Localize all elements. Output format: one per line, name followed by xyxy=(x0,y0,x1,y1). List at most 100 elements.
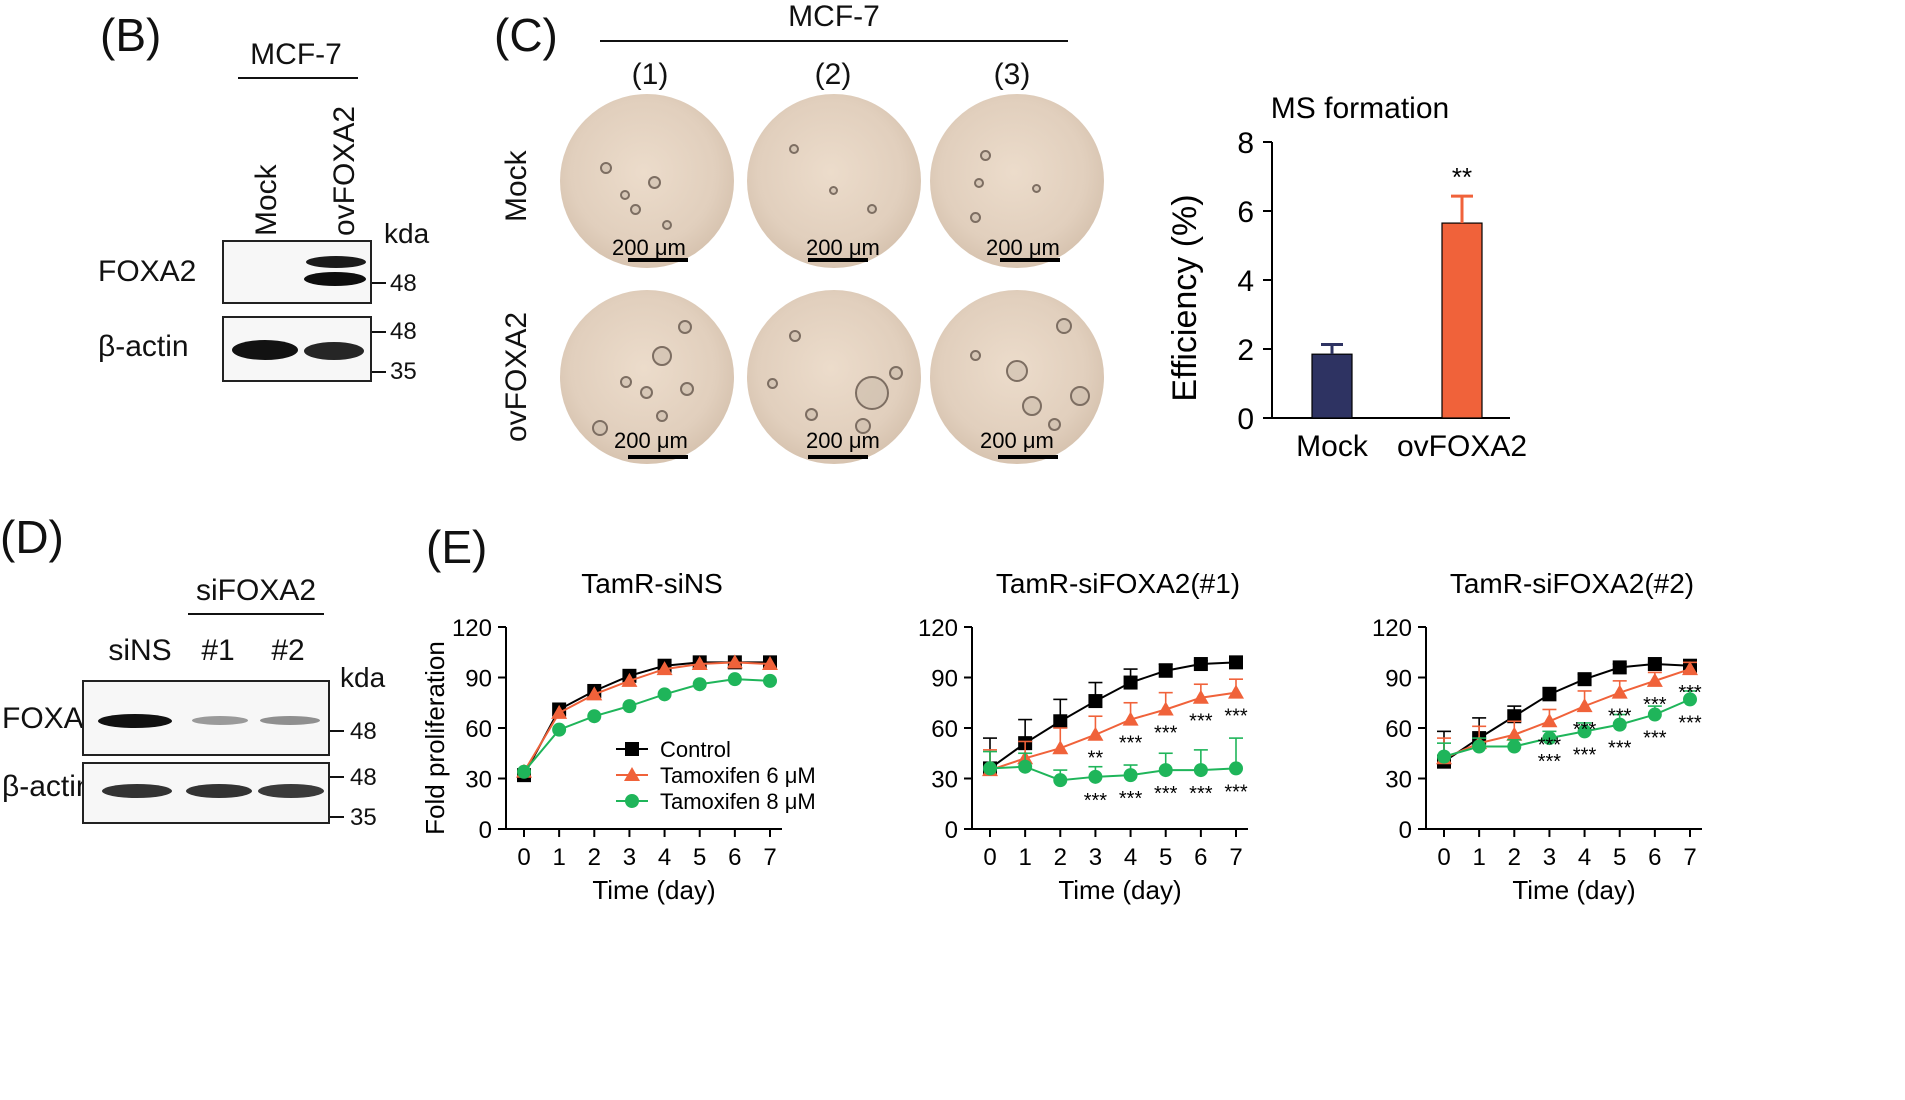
series-point xyxy=(1577,724,1592,739)
line-x-tick-label: 3 xyxy=(1543,844,1556,871)
line-y-tick-label: 120 xyxy=(452,615,492,642)
line-x-tick-label: 5 xyxy=(1613,844,1626,871)
sig-mark-tam8: *** xyxy=(1119,788,1143,810)
series-point xyxy=(1229,655,1243,670)
legend-marker xyxy=(625,742,639,756)
line-y-tick-label: 30 xyxy=(465,767,492,794)
scale-bar xyxy=(808,455,868,459)
panel-b-marker-48a: 48 xyxy=(390,270,417,297)
panel-d-lane-2: #2 xyxy=(271,634,305,667)
ov-dish-1 xyxy=(560,290,734,464)
panel-d-label: (D) xyxy=(0,511,64,563)
series-point xyxy=(692,677,707,692)
line-x-tick-label: 6 xyxy=(1194,844,1207,871)
line-x-tick-label: 4 xyxy=(658,844,671,871)
series-point xyxy=(1541,713,1558,728)
series-point xyxy=(1193,657,1208,672)
line-y-tick-label: 90 xyxy=(931,666,958,693)
series-point xyxy=(1611,684,1628,699)
series-point xyxy=(763,673,777,688)
bar-chart-ylabel: Efficiency (%) xyxy=(1166,194,1204,401)
line-chart-title: TamR-siFOXA2(#2) xyxy=(1450,568,1694,599)
panel-c-cell-line-rule xyxy=(600,40,1068,42)
panel-d-marker-tick xyxy=(330,816,344,818)
series-point xyxy=(1158,763,1173,778)
series-point xyxy=(1683,692,1697,707)
bar-category-label: ovFOXA2 xyxy=(1397,430,1527,463)
sig-mark-tam8: *** xyxy=(1224,781,1248,803)
series-point xyxy=(1053,714,1068,729)
line-y-tick-label: 0 xyxy=(945,817,958,844)
sig-mark-tam6: *** xyxy=(1608,706,1632,728)
panel-c-replicate-2: (2) xyxy=(814,58,852,91)
line-x-tick-label: 3 xyxy=(623,844,636,871)
actin-band-si2 xyxy=(258,784,324,798)
actin-band-sins xyxy=(102,784,172,798)
panel-b-marker-tick xyxy=(372,371,386,373)
line-x-tick-label: 6 xyxy=(1648,844,1661,871)
panel-c-label: (C) xyxy=(494,9,558,61)
line-chart-title: TamR-siNS xyxy=(581,568,723,599)
panel-d-actin-blot xyxy=(82,762,330,824)
bar-y-tick-label: 6 xyxy=(1237,196,1254,229)
series-point xyxy=(1122,711,1139,726)
series-point xyxy=(1577,672,1592,687)
foxa2-band-lower xyxy=(304,272,366,286)
series-point xyxy=(1158,663,1173,678)
line-y-tick-label: 60 xyxy=(465,716,492,743)
line-x-tick-label: 4 xyxy=(1124,844,1137,871)
series-point xyxy=(1472,739,1487,754)
sig-mark-tam6: *** xyxy=(1189,711,1213,733)
series-point xyxy=(551,704,568,719)
foxa2-band-sins xyxy=(98,714,172,728)
series-point xyxy=(517,764,531,779)
sig-mark-tam6: *** xyxy=(1154,722,1178,744)
actin-band-ov xyxy=(304,342,364,360)
bar-y-tick-label: 2 xyxy=(1237,334,1254,367)
line-y-tick-label: 120 xyxy=(1372,615,1412,642)
actin-band-si1 xyxy=(186,784,252,798)
line-x-tick-label: 1 xyxy=(1018,844,1031,871)
panel-c-cell-line: MCF-7 xyxy=(788,0,880,33)
series-point xyxy=(656,661,673,676)
line-y-tick-label: 90 xyxy=(465,666,492,693)
line-y-tick-label: 0 xyxy=(479,817,492,844)
series-point xyxy=(1229,761,1243,776)
panel-b-cell-line: MCF-7 xyxy=(250,38,342,71)
panel-b-marker-tick xyxy=(372,331,386,333)
series-point xyxy=(1612,660,1627,675)
series-point xyxy=(1542,731,1557,746)
panel-b-cell-line-rule xyxy=(238,77,358,79)
panel-b-foxa2-label: FOXA2 xyxy=(98,255,197,288)
series-point xyxy=(1647,707,1662,722)
line-chart-title: TamR-siFOXA2(#1) xyxy=(996,568,1240,599)
mock-dish-2 xyxy=(747,94,921,268)
mock-dish-1 xyxy=(560,94,734,268)
line-x-tick-label: 2 xyxy=(1508,844,1521,871)
series-line xyxy=(1443,668,1691,760)
line-x-tick-label: 0 xyxy=(1437,844,1450,871)
sig-mark-tam8: *** xyxy=(1154,783,1178,805)
series-point xyxy=(1506,726,1523,741)
line-x-tick-label: 1 xyxy=(552,844,565,871)
series-point xyxy=(1193,763,1208,778)
scale-label: 200 μm xyxy=(806,428,880,453)
panel-c-row-mock: Mock xyxy=(500,150,533,222)
panel-b-marker-48b: 48 xyxy=(390,318,417,345)
line-x-tick-label: 2 xyxy=(588,844,601,871)
series-point xyxy=(983,761,997,776)
line-y-tick-label: 120 xyxy=(918,615,958,642)
sig-mark-tam8: *** xyxy=(1608,738,1632,760)
panel-c-replicate-1: (1) xyxy=(631,58,669,91)
panel-b-foxa2-blot xyxy=(222,240,372,304)
series-point xyxy=(1088,769,1103,784)
sig-mark-tam8: *** xyxy=(1643,728,1667,750)
panel-d-marker-tick xyxy=(330,776,344,778)
scale-label: 200 μm xyxy=(806,235,880,260)
series-point xyxy=(1647,657,1662,672)
bar-y-tick-label: 8 xyxy=(1237,127,1254,160)
series-point xyxy=(1576,698,1593,713)
panel-d-group-rule xyxy=(188,613,324,615)
